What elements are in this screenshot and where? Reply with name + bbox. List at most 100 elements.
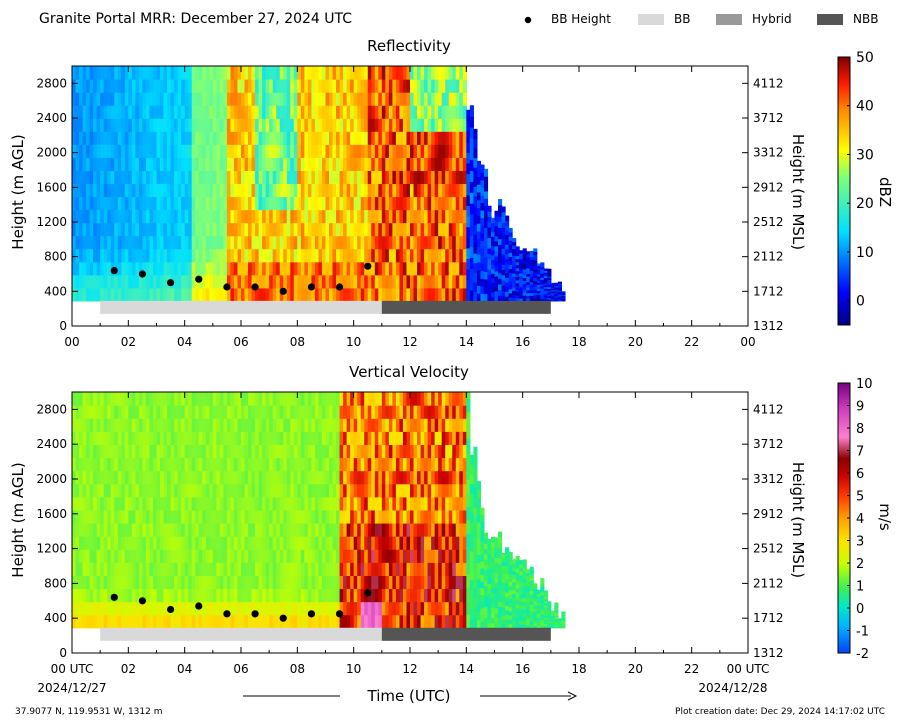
heatmap-cell [110, 509, 115, 524]
heatmap-cell [441, 549, 446, 563]
heatmap-cell [307, 444, 313, 459]
heatmap-cell [413, 614, 418, 629]
heatmap-cell [501, 211, 506, 218]
heatmap-cell [170, 248, 175, 263]
heatmap-cell [89, 131, 94, 145]
heatmap-cell [360, 431, 365, 445]
heatmap-cell [290, 144, 295, 158]
heatmap-cell [374, 588, 379, 603]
heatmap-cell [279, 522, 284, 537]
heatmap-cell [244, 483, 249, 498]
heatmap-cell [448, 235, 453, 250]
heatmap-cell [529, 281, 534, 285]
heatmap-cell [198, 118, 203, 132]
heatmap-cell [325, 157, 330, 171]
heatmap-cell [128, 118, 133, 132]
heatmap-cell [241, 601, 246, 616]
heatmap-cell [505, 556, 510, 562]
heatmap-cell [550, 295, 555, 298]
heatmap-cell [515, 595, 520, 601]
heatmap-cell [226, 457, 232, 472]
heatmap-cell [325, 457, 330, 472]
heatmap-cell [241, 614, 246, 629]
heatmap-cell [448, 483, 453, 498]
heatmap-cell [121, 209, 126, 224]
heatmap-cell [522, 608, 527, 614]
heatmap-cell [286, 405, 291, 419]
heatmap-cell [72, 183, 77, 198]
heatmap-cell [364, 131, 369, 145]
heatmap-cell [272, 457, 277, 472]
heatmap-cell [163, 470, 168, 485]
heatmap-cell [438, 575, 443, 590]
heatmap-cell [406, 235, 411, 250]
heatmap-cell [167, 248, 172, 263]
heatmap-cell [145, 601, 151, 616]
heatmap-cell [304, 496, 309, 511]
heatmap-cell [441, 261, 446, 276]
heatmap-cell [212, 66, 217, 80]
heatmap-cell [89, 418, 94, 432]
heatmap-cell [483, 293, 489, 302]
heatmap-cell [413, 144, 418, 158]
heatmap-cell [300, 575, 305, 590]
heatmap-cell [402, 209, 408, 224]
heatmap-cell [93, 274, 98, 289]
heatmap-cell [233, 248, 239, 263]
heatmap-cell [332, 457, 337, 472]
bb-height-point [335, 283, 344, 291]
heatmap-cell [177, 79, 182, 93]
heatmap-cell [554, 294, 559, 297]
heatmap-cell [233, 614, 239, 629]
heatmap-cell [490, 277, 496, 283]
heatmap-cell [198, 405, 203, 419]
heatmap-cell [448, 105, 453, 119]
heatmap-cell [79, 131, 84, 145]
heatmap-cell [233, 431, 239, 445]
heatmap-cell [448, 144, 453, 158]
heatmap-cell [374, 196, 379, 211]
heatmap-cell [72, 549, 77, 563]
heatmap-cell [360, 392, 365, 406]
heatmap-cell [223, 444, 228, 459]
heatmap-cell [255, 562, 260, 576]
heatmap-cell [431, 248, 436, 263]
heatmap-cell [195, 444, 200, 459]
heatmap-cell [476, 505, 482, 515]
heatmap-cell [82, 457, 87, 472]
heatmap-cell [86, 66, 91, 80]
heatmap-cell [332, 196, 337, 211]
heatmap-cell [86, 405, 91, 419]
heatmap-cell [469, 279, 474, 291]
heatmap-cell [452, 575, 457, 590]
heatmap-cell [216, 470, 221, 485]
heatmap-cell [501, 569, 506, 575]
heatmap-cell [156, 614, 161, 629]
heatmap-cell [307, 588, 313, 603]
heatmap-cell [131, 261, 136, 276]
heatmap-cell [427, 222, 432, 237]
heatmap-cell [512, 608, 517, 614]
heatmap-cell [501, 611, 506, 616]
heatmap-cell [237, 118, 242, 132]
heatmap-cell [160, 92, 165, 106]
heatmap-cell [350, 575, 355, 590]
heatmap-cell [79, 118, 84, 132]
heatmap-cell [145, 235, 151, 250]
heatmap-cell [466, 290, 471, 302]
heatmap-cell [230, 549, 235, 563]
heatmap-cell [216, 209, 221, 224]
heatmap-cell [202, 274, 207, 289]
heatmap-cell [526, 585, 531, 590]
heatmap-cell [318, 170, 323, 185]
heatmap-cell [455, 248, 460, 263]
heatmap-cell [402, 183, 408, 198]
heatmap-cell [103, 222, 108, 237]
heatmap-cell [424, 575, 429, 590]
heatmap-cell [543, 293, 548, 297]
heatmap-cell [198, 131, 203, 145]
legend-label: BB [674, 12, 690, 26]
heatmap-cell [128, 274, 133, 289]
heatmap-cell [321, 209, 327, 224]
heatmap-cell [160, 549, 165, 563]
